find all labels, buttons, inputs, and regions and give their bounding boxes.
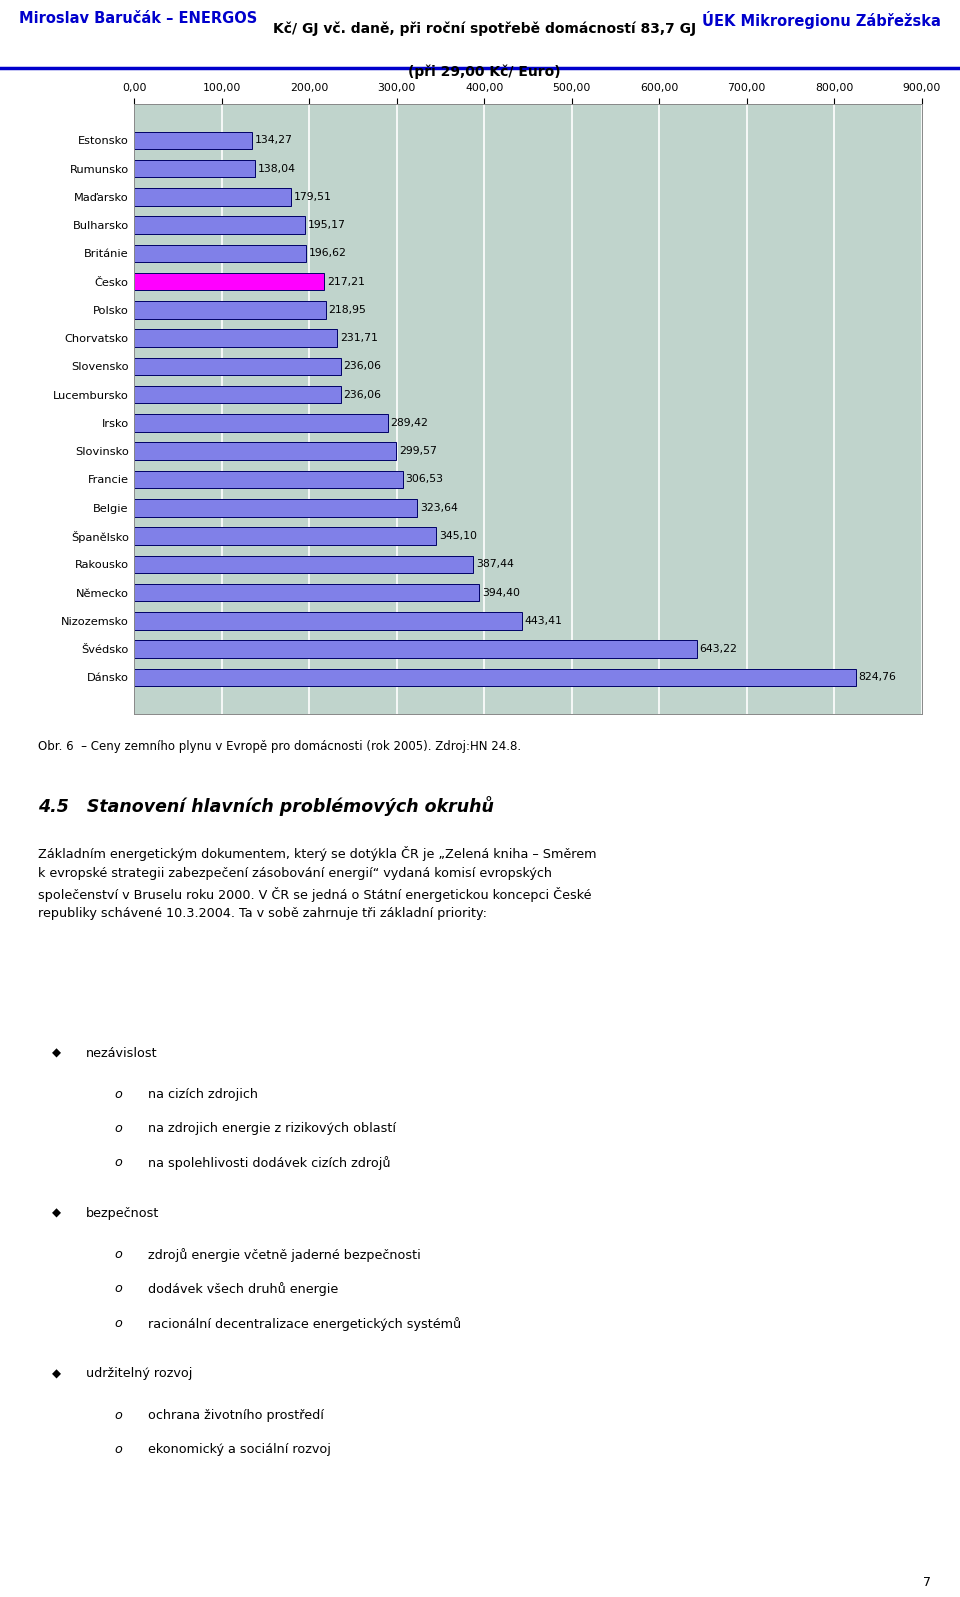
Text: 138,04: 138,04 <box>258 163 296 174</box>
Text: o: o <box>114 1409 122 1421</box>
Text: racionální decentralizace energetických systémů: racionální decentralizace energetických … <box>148 1316 462 1330</box>
Text: Kč/ GJ vč. daně, při roční spotřebě domácností 83,7 GJ: Kč/ GJ vč. daně, při roční spotřebě domá… <box>274 21 696 35</box>
Text: 236,06: 236,06 <box>344 390 381 399</box>
Text: ◆: ◆ <box>52 1367 60 1380</box>
Text: 179,51: 179,51 <box>294 192 332 201</box>
Text: 394,40: 394,40 <box>482 588 520 597</box>
Text: 387,44: 387,44 <box>476 559 514 569</box>
Bar <box>134 556 473 573</box>
Bar <box>134 386 341 404</box>
Text: o: o <box>114 1088 122 1100</box>
Text: 345,10: 345,10 <box>439 532 477 541</box>
Text: 236,06: 236,06 <box>344 361 381 372</box>
Text: o: o <box>114 1282 122 1295</box>
Text: (při 29,00 Kč/ Euro): (při 29,00 Kč/ Euro) <box>409 65 561 80</box>
Text: o: o <box>114 1156 122 1169</box>
Text: udržitelný rozvoj: udržitelný rozvoj <box>85 1367 192 1380</box>
Text: 643,22: 643,22 <box>700 644 737 655</box>
Bar <box>134 527 436 545</box>
Text: 134,27: 134,27 <box>254 136 293 145</box>
Text: ◆: ◆ <box>52 1046 60 1059</box>
Bar <box>134 471 402 489</box>
Text: o: o <box>114 1123 122 1135</box>
Text: bezpečnost: bezpečnost <box>85 1207 159 1220</box>
Bar <box>134 498 418 516</box>
Text: 217,21: 217,21 <box>327 276 365 286</box>
Text: 231,71: 231,71 <box>340 334 377 343</box>
Text: 299,57: 299,57 <box>399 446 437 457</box>
Text: ◆: ◆ <box>52 1207 60 1220</box>
Bar <box>134 358 341 375</box>
Text: dodávek všech druhů energie: dodávek všech druhů energie <box>148 1282 339 1297</box>
Bar <box>134 273 324 291</box>
Text: Miroslav Baručák – ENERGOS: Miroslav Baručák – ENERGOS <box>19 11 257 26</box>
Text: o: o <box>114 1316 122 1330</box>
Text: nezávislost: nezávislost <box>85 1046 157 1059</box>
Text: 196,62: 196,62 <box>309 249 347 259</box>
Bar <box>134 131 252 149</box>
Text: 443,41: 443,41 <box>525 616 563 626</box>
Bar <box>134 612 522 629</box>
Text: 218,95: 218,95 <box>328 305 367 315</box>
Text: 195,17: 195,17 <box>308 220 346 230</box>
Text: o: o <box>114 1249 122 1262</box>
Text: 824,76: 824,76 <box>858 672 897 682</box>
Text: 306,53: 306,53 <box>405 474 444 484</box>
Bar <box>134 188 292 206</box>
Bar <box>134 216 305 233</box>
Bar <box>134 585 479 602</box>
Bar <box>134 640 697 658</box>
Bar <box>134 414 388 431</box>
Bar <box>134 244 306 262</box>
Bar <box>134 329 337 347</box>
Text: Obr. 6  – Ceny zemního plynu v Evropě pro domácnosti (rok 2005). Zdroj:HN 24.8.: Obr. 6 – Ceny zemního plynu v Evropě pro… <box>38 739 521 754</box>
Text: 7: 7 <box>924 1576 931 1589</box>
Bar <box>134 302 325 319</box>
Text: ekonomický a sociální rozvoj: ekonomický a sociální rozvoj <box>148 1442 331 1456</box>
Text: ÚEK Mikroregionu Zábřežska: ÚEK Mikroregionu Zábřežska <box>702 11 941 29</box>
Text: 4.5   Stanovení hlavních problémových okruhů: 4.5 Stanovení hlavních problémových okru… <box>38 797 494 816</box>
Text: zdrojů energie včetně jaderné bezpečnosti: zdrojů energie včetně jaderné bezpečnost… <box>148 1249 421 1262</box>
Text: na spolehlivosti dodávek cizích zdrojů: na spolehlivosti dodávek cizích zdrojů <box>148 1156 391 1171</box>
Text: 323,64: 323,64 <box>420 503 458 513</box>
Text: o: o <box>114 1442 122 1456</box>
Text: ochrana životního prostředí: ochrana životního prostředí <box>148 1409 324 1421</box>
Text: na cizích zdrojich: na cizích zdrojich <box>148 1088 258 1100</box>
Bar <box>134 442 396 460</box>
Bar <box>134 160 255 177</box>
Text: 289,42: 289,42 <box>390 418 428 428</box>
Text: na zdrojich energie z rizikových oblastí: na zdrojich energie z rizikových oblastí <box>148 1123 396 1135</box>
Bar <box>134 669 855 687</box>
Text: Základním energetickým dokumentem, který se dotýkla ČR je „Zelená kniha – Směrem: Základním energetickým dokumentem, který… <box>38 846 597 920</box>
